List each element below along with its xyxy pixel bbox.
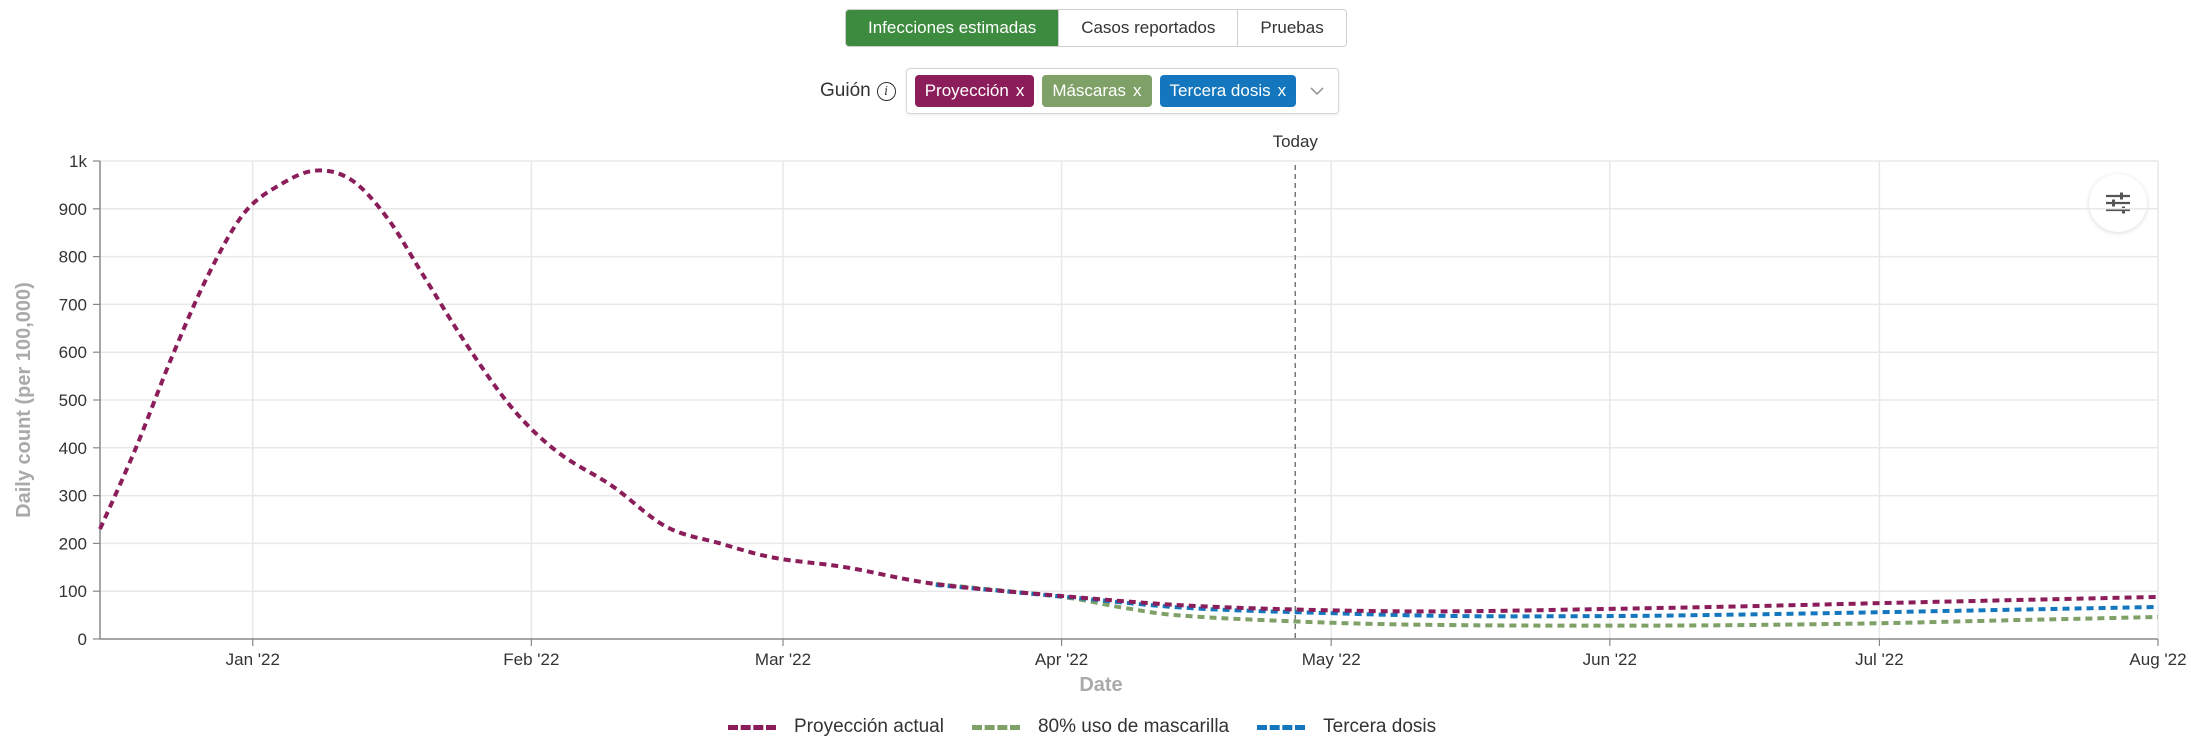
- infections-line-chart: 0 100 200 300 400 500 600 700 800 900 1k Jan '22 Feb…: [13, 132, 2187, 696]
- y-tick-label: 600: [59, 343, 87, 362]
- view-tabs: Infecciones estimadas Casos reportados Pru…: [845, 9, 1347, 47]
- sliders-icon: [2106, 192, 2130, 214]
- series-line-2: [935, 582, 2159, 619]
- x-tick-label: May '22: [1302, 650, 1361, 669]
- x-tick-label: Apr '22: [1035, 650, 1088, 669]
- tab-0[interactable]: Infecciones estimadas: [846, 10, 1059, 46]
- y-tick-label: 300: [59, 487, 87, 506]
- y-tick-label: 200: [59, 534, 87, 553]
- legend-swatch: [728, 724, 776, 730]
- scenario-chip-0: Proyección x: [914, 75, 1035, 107]
- y-tick-label: 400: [59, 439, 87, 458]
- scenario-selector: Guión i Proyección x Máscaras x Tercera dosi…: [820, 68, 1340, 114]
- scenario-multiselect[interactable]: Proyección x Máscaras x Tercera dosis x: [905, 68, 1340, 114]
- legend-label: Tercera dosis: [1323, 716, 1437, 737]
- remove-chip-icon[interactable]: x: [1133, 81, 1142, 100]
- y-tick-label: 1k: [69, 152, 87, 171]
- series-line-1: [935, 582, 2159, 628]
- chevron-down-icon[interactable]: [1304, 75, 1330, 107]
- chart-legend: Proyección actual 80% uso de mascarilla Te…: [728, 712, 1464, 742]
- y-tick-label: 0: [78, 630, 87, 649]
- today-label: Today: [1273, 132, 1319, 151]
- x-tick-label: Jul '22: [1855, 650, 1904, 669]
- legend-item-0[interactable]: Proyección actual: [728, 716, 944, 738]
- x-tick-label: Mar '22: [755, 650, 811, 669]
- legend-swatch: [1257, 724, 1306, 730]
- remove-chip-icon[interactable]: x: [1277, 81, 1287, 100]
- scenario-chip-label: Máscaras: [1052, 81, 1126, 100]
- y-tick-label: 700: [59, 295, 87, 314]
- scenario-chip-label: Tercera dosis: [1169, 81, 1271, 100]
- x-tick-label: Aug '22: [2129, 650, 2186, 669]
- y-tick-label: 500: [59, 391, 87, 410]
- x-axis-label: Date: [1079, 674, 1122, 696]
- scenario-chip-1: Máscaras x: [1042, 75, 1152, 107]
- legend-item-2[interactable]: Tercera dosis: [1257, 716, 1436, 738]
- legend-item-1[interactable]: 80% uso de mascarilla: [971, 716, 1230, 738]
- y-tick-label: 800: [59, 248, 87, 267]
- chart-settings-button[interactable]: [2089, 174, 2147, 232]
- legend-label: Proyección actual: [794, 716, 944, 737]
- tab-1[interactable]: Casos reportados: [1058, 10, 1238, 46]
- x-tick-label: Jan '22: [226, 650, 280, 669]
- tab-2[interactable]: Pruebas: [1237, 10, 1346, 46]
- x-tick-label: Jun '22: [1583, 650, 1637, 669]
- y-tick-label: 900: [59, 200, 87, 219]
- series-line-0: [98, 168, 2159, 614]
- info-circle-icon[interactable]: i: [876, 81, 896, 101]
- legend-label: 80% uso de mascarilla: [1037, 716, 1230, 737]
- y-tick-label: 100: [59, 582, 87, 601]
- scenario-label: Guión: [820, 80, 871, 101]
- remove-chip-icon[interactable]: x: [1015, 81, 1025, 100]
- scenario-chip-label: Proyección: [924, 81, 1009, 100]
- y-axis-label: Daily count (per 100,000): [13, 282, 35, 518]
- legend-swatch: [971, 724, 1020, 730]
- scenario-chip-2: Tercera dosis x: [1159, 75, 1297, 107]
- x-tick-label: Feb '22: [503, 650, 559, 669]
